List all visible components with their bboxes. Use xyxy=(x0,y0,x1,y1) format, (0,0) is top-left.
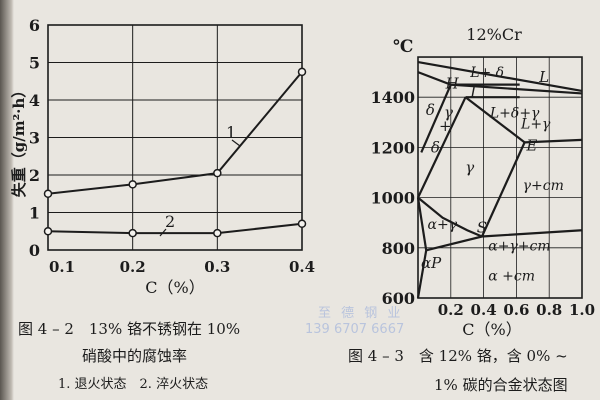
y-tick-label: 1200 xyxy=(370,138,415,157)
data-point xyxy=(297,219,307,228)
y-tick-label: 1000 xyxy=(370,189,415,208)
phase-region-label: L xyxy=(538,68,549,86)
x-tick-label: 1.0 xyxy=(569,301,595,319)
phase-boundary-line xyxy=(420,84,452,153)
phase-region-label: L+γ xyxy=(520,116,551,132)
phase-boundary-line xyxy=(464,96,526,144)
phase-region-label: δ xyxy=(431,138,440,156)
phase-region-label: α+γ xyxy=(428,217,458,233)
phase-boundary-line xyxy=(416,197,428,251)
x-tick-label: 0.2 xyxy=(438,301,464,319)
y-axis-unit: ℃ xyxy=(393,37,413,57)
series-leader-1 xyxy=(231,139,241,147)
data-point xyxy=(213,168,222,178)
series-label-1: 1 xyxy=(226,123,236,142)
watermark-name: 至 德 钢 业 xyxy=(318,306,404,321)
series-leader-2 xyxy=(159,228,167,237)
phase-region-label: γ xyxy=(444,103,453,121)
phase-boundary-line xyxy=(417,60,583,93)
y-tick-label: 5 xyxy=(29,54,40,73)
fig2-caption-line2: 硝酸中的腐蚀率 xyxy=(82,347,188,365)
x-tick-label: 0.8 xyxy=(536,301,562,319)
data-point xyxy=(297,67,307,77)
series-line-2 xyxy=(47,222,303,235)
phase-region-label: αP xyxy=(421,254,442,272)
x-tick-label: 0.4 xyxy=(471,301,497,319)
chart-title: 12%Cr xyxy=(466,25,522,44)
series-line-1 xyxy=(47,71,303,195)
phase-boundary-line xyxy=(417,196,483,238)
y-tick-label: 2 xyxy=(29,166,40,185)
fig3-caption-line1: 图 4 – 3 含 12% 铬，含 0% ~ xyxy=(348,347,568,365)
data-point xyxy=(213,228,222,238)
phase-region-label: E xyxy=(525,137,537,155)
data-point xyxy=(43,227,53,236)
x-axis-label: C（%） xyxy=(145,278,204,297)
phase-region-label: + xyxy=(439,117,452,135)
phase-boundary-line xyxy=(425,229,583,252)
phase-region-label: α +cm xyxy=(488,268,535,284)
fig2-caption-line1: 图 4 – 2 13% 铬不锈钢在 10% xyxy=(18,320,241,338)
plot-frame xyxy=(417,56,583,299)
data-point xyxy=(43,189,53,198)
phase-region-label: L+ δ xyxy=(469,65,504,81)
phase-boundary-line xyxy=(480,141,526,237)
phase-region-label: L+δ+γ xyxy=(489,105,540,121)
data-point xyxy=(128,180,137,189)
phase-region-label: α+γ+cm xyxy=(488,238,550,254)
phase-boundary-line xyxy=(416,250,428,299)
y-tick-label: 1400 xyxy=(370,88,415,107)
x-tick-label: 0.3 xyxy=(204,258,230,276)
phase-region-label: δ xyxy=(426,101,435,119)
y-tick-label: 800 xyxy=(382,239,415,258)
x-tick-label: 0.4 xyxy=(289,258,315,276)
x-tick-label: 0.2 xyxy=(120,258,146,276)
phase-region-label: H xyxy=(445,74,460,92)
y-tick-label: 600 xyxy=(382,289,415,308)
fig3-caption-line2: 1% 碳的合金状态图 xyxy=(434,376,568,394)
y-tick-label: 3 xyxy=(29,129,40,148)
data-point xyxy=(128,228,137,238)
fig2-caption-legend: 1. 退火状态 2. 淬火状态 xyxy=(58,377,209,392)
phase-region-label: I xyxy=(469,83,477,101)
phase-boundary-line xyxy=(417,96,467,199)
y-tick-label: 6 xyxy=(29,16,40,35)
phase-region-label: γ xyxy=(465,158,474,176)
x-axis-label: C（%） xyxy=(462,320,521,339)
x-tick-label: 0.6 xyxy=(503,301,529,319)
book-spine-shadow xyxy=(0,0,14,400)
y-tick-label: 1 xyxy=(29,204,40,223)
phase-boundary-line xyxy=(524,138,583,144)
y-tick-label: 4 xyxy=(29,91,40,110)
series-label-2: 2 xyxy=(165,212,175,231)
y-tick-label: 0 xyxy=(29,241,40,260)
watermark-phone: 139 6707 6667 xyxy=(305,322,405,337)
y-axis-label: 失重（g/m²·h） xyxy=(10,83,28,198)
phase-region-label: γ+cm xyxy=(523,178,564,194)
phase-region-label: S xyxy=(477,219,487,237)
x-tick-label: 0.1 xyxy=(49,258,75,276)
